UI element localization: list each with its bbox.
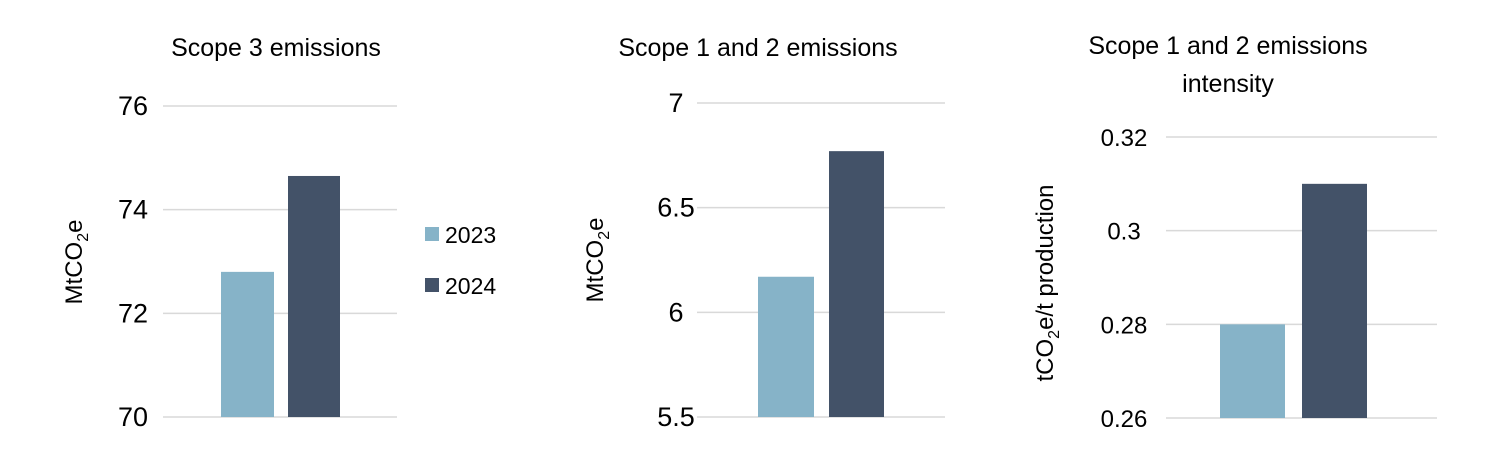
intensity-y-tick-label: 0.26 xyxy=(1101,406,1148,433)
intensity-chart-title-line2: intensity xyxy=(1182,70,1274,98)
scope3-y-tick-label: 70 xyxy=(118,402,148,432)
scope3-y-tick-label: 74 xyxy=(118,195,148,225)
legend-swatch-2023 xyxy=(425,227,439,241)
scope12-y-tick-label: 5.5 xyxy=(657,402,695,432)
scope3-y-tick-label: 76 xyxy=(118,91,148,121)
intensity-chart-title-line1: Scope 1 and 2 emissions xyxy=(1088,32,1367,60)
scope12-bar-2023 xyxy=(758,276,814,417)
scope3-y-axis-label: MtCO2e xyxy=(61,220,92,305)
intensity-bar-2023 xyxy=(1220,324,1285,418)
scope12-y-tick-label: 7 xyxy=(668,88,683,118)
intensity-chart: Scope 1 and 2 emissions intensity tCO2e/… xyxy=(1032,32,1437,433)
legend-label-2023: 2023 xyxy=(445,222,496,248)
scope3-y-label-subscript: 2 xyxy=(75,233,92,242)
scope3-y-tick-label: 72 xyxy=(118,298,148,328)
scope12-y-tick-label: 6.5 xyxy=(657,193,695,223)
scope12-bar-2024 xyxy=(829,151,884,417)
legend: 2023 2024 xyxy=(425,222,496,299)
scope12-y-label-subscript: 2 xyxy=(596,231,613,240)
scope3-chart: Scope 3 emissions MtCO2e 70 72 74 76 xyxy=(61,34,397,432)
scope12-y-label-part1: MtCO xyxy=(582,240,609,303)
scope12-y-tick-label: 6 xyxy=(668,297,683,327)
intensity-y-axis-label: tCO2e/t production xyxy=(1032,184,1063,381)
scope12-chart-title: Scope 1 and 2 emissions xyxy=(618,34,897,62)
intensity-y-tick-label: 0.32 xyxy=(1101,125,1148,152)
scope12-y-axis-label: MtCO2e xyxy=(582,218,613,303)
scope3-chart-title: Scope 3 emissions xyxy=(171,34,381,62)
scope3-y-label-part2: e xyxy=(61,220,88,233)
legend-swatch-2024 xyxy=(425,278,439,292)
intensity-y-tick-label: 0.3 xyxy=(1107,219,1140,246)
scope3-bar-2024 xyxy=(288,175,340,417)
scope3-bar-2023 xyxy=(221,271,274,417)
intensity-y-label-subscript: 2 xyxy=(1046,330,1063,339)
intensity-y-tick-label: 0.28 xyxy=(1101,312,1148,339)
scope12-chart: Scope 1 and 2 emissions MtCO2e 5.5 6 6.5 7 xyxy=(582,34,945,432)
scope12-y-label-part2: e xyxy=(582,218,609,231)
scope3-y-label-part1: MtCO xyxy=(61,242,88,305)
intensity-y-label-part1: tCO xyxy=(1032,339,1059,382)
intensity-y-label-part2: e/t production xyxy=(1032,184,1059,329)
legend-label-2024: 2024 xyxy=(445,273,496,299)
intensity-bar-2024 xyxy=(1302,183,1367,418)
